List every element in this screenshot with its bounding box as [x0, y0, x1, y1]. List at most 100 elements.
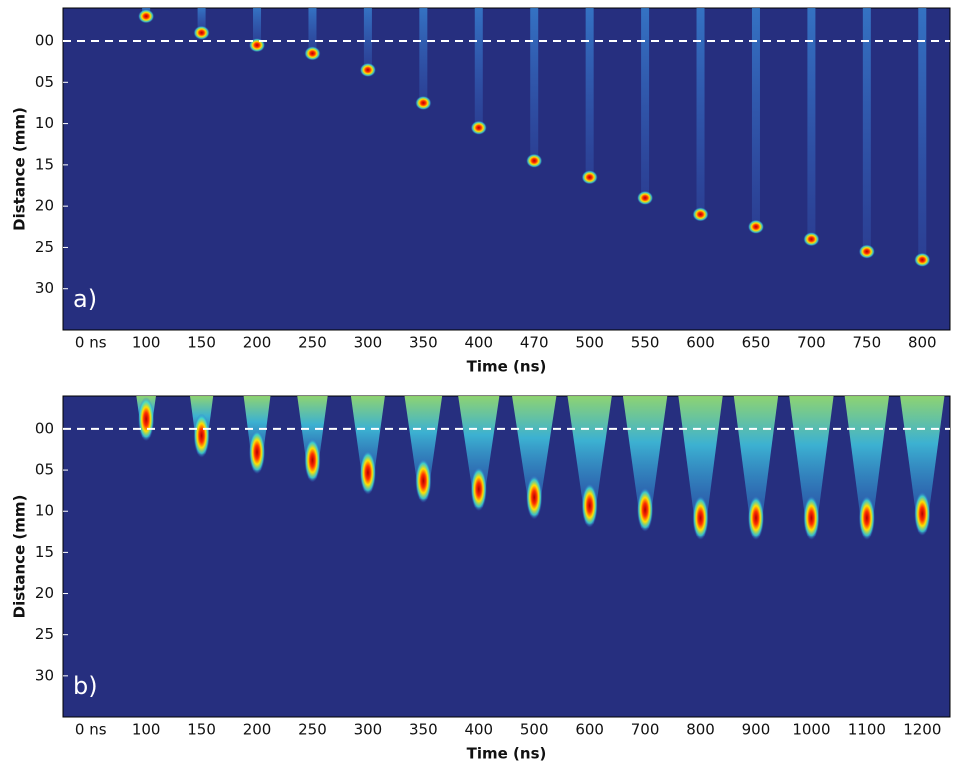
x-tick-label: 100: [132, 334, 161, 352]
x-tick-label: 470: [520, 334, 549, 352]
plume-head: [193, 413, 210, 458]
plume-head: [581, 483, 598, 528]
plume-funnel: [733, 396, 779, 536]
plume-head: [249, 430, 266, 475]
x-tick-label: 1000: [792, 721, 830, 739]
x-tick-label: 250: [298, 334, 327, 352]
plume-funnel: [844, 396, 890, 536]
y-tick-label: 25: [35, 238, 54, 256]
y-tick-label: 00: [35, 32, 54, 50]
plume-funnel: [512, 396, 557, 516]
x-tick-label: 600: [575, 721, 604, 739]
x-tick-label: 650: [742, 334, 771, 352]
jet-trail: [474, 8, 483, 128]
x-tick-label: 900: [742, 721, 771, 739]
jet-head: [138, 9, 155, 24]
jet-trail: [696, 8, 705, 215]
x-tick-label: 1200: [903, 721, 941, 739]
jet-head: [359, 62, 376, 77]
x-tick-label: 800: [908, 334, 937, 352]
y-tick-label: 30: [35, 666, 54, 684]
x-tick-label: 150: [187, 334, 216, 352]
plume-head: [803, 495, 820, 540]
x-tick-label: 150: [187, 721, 216, 739]
x-axis-label: Time (ns): [467, 358, 547, 376]
jet-trail: [918, 8, 927, 260]
x-tick-label: 0 ns: [75, 334, 107, 352]
panel-label: a): [73, 285, 97, 313]
y-tick-label: 00: [35, 419, 54, 437]
y-axis-label: Distance (mm): [11, 107, 29, 231]
plot-background: [62, 7, 951, 331]
x-tick-label: 500: [575, 334, 604, 352]
jet-trail: [641, 8, 650, 198]
jet-head: [692, 207, 709, 222]
plume-head: [304, 438, 321, 483]
jet-trail: [585, 8, 594, 178]
y-tick-label: 15: [35, 155, 54, 173]
jet-trail: [308, 8, 317, 54]
plume-head: [359, 450, 376, 495]
y-tick-label: 20: [35, 197, 54, 215]
plume-head: [914, 491, 931, 536]
jets: [136, 396, 945, 540]
jet-head: [803, 232, 820, 247]
jet-head: [526, 153, 543, 168]
plume-head: [858, 495, 875, 540]
jet-head: [858, 244, 875, 259]
jet-head: [747, 219, 764, 234]
y-tick-label: 05: [35, 73, 54, 91]
plume-head: [415, 458, 432, 503]
jet-head: [914, 252, 931, 267]
x-tick-label: 350: [409, 334, 438, 352]
plume-funnel: [789, 396, 834, 536]
y-tick-label: 10: [35, 114, 54, 132]
plume-funnel: [350, 396, 385, 491]
x-tick-label: 600: [686, 334, 715, 352]
x-tick-label: 200: [243, 334, 272, 352]
jet-trail: [253, 8, 262, 46]
jet-head: [415, 95, 432, 110]
jet-head: [637, 190, 654, 205]
x-tick-label: 200: [243, 721, 272, 739]
x-tick-label: 350: [409, 721, 438, 739]
x-tick-label: 700: [631, 721, 660, 739]
y-tick-label: 15: [35, 543, 54, 561]
jet-trail: [862, 8, 871, 252]
y-tick-label: 20: [35, 584, 54, 602]
jet-trail: [197, 8, 206, 33]
x-tick-label: 1100: [848, 721, 886, 739]
x-tick-label: 550: [631, 334, 660, 352]
jet-head: [470, 120, 487, 135]
x-tick-label: 500: [520, 721, 549, 739]
plume-funnel: [404, 396, 443, 499]
x-tick-label: 250: [298, 721, 327, 739]
y-tick-label: 25: [35, 625, 54, 643]
x-tick-label: 300: [354, 334, 383, 352]
plume-head: [692, 495, 709, 540]
x-tick-label: 300: [354, 721, 383, 739]
plume-funnel: [678, 396, 723, 536]
x-axis-label: Time (ns): [467, 745, 547, 763]
x-tick-label: 0 ns: [75, 721, 107, 739]
jet-head: [193, 25, 210, 40]
y-tick-label: 30: [35, 279, 54, 297]
y-tick-label: 10: [35, 502, 54, 520]
plume-funnel: [900, 396, 945, 532]
plume-head: [138, 397, 155, 442]
x-tick-label: 700: [797, 334, 826, 352]
jet-trail: [530, 8, 539, 161]
jets: [138, 8, 931, 267]
panel-label: b): [73, 672, 98, 700]
plume-head: [747, 495, 764, 540]
jet-trail: [751, 8, 760, 227]
x-tick-label: 400: [464, 334, 493, 352]
jet-trail: [807, 8, 816, 240]
x-tick-label: 800: [686, 721, 715, 739]
jet-trail: [363, 8, 372, 70]
plume-funnel: [567, 396, 612, 524]
x-tick-label: 400: [464, 721, 493, 739]
plume-funnel: [297, 396, 328, 479]
x-tick-label: 100: [132, 721, 161, 739]
